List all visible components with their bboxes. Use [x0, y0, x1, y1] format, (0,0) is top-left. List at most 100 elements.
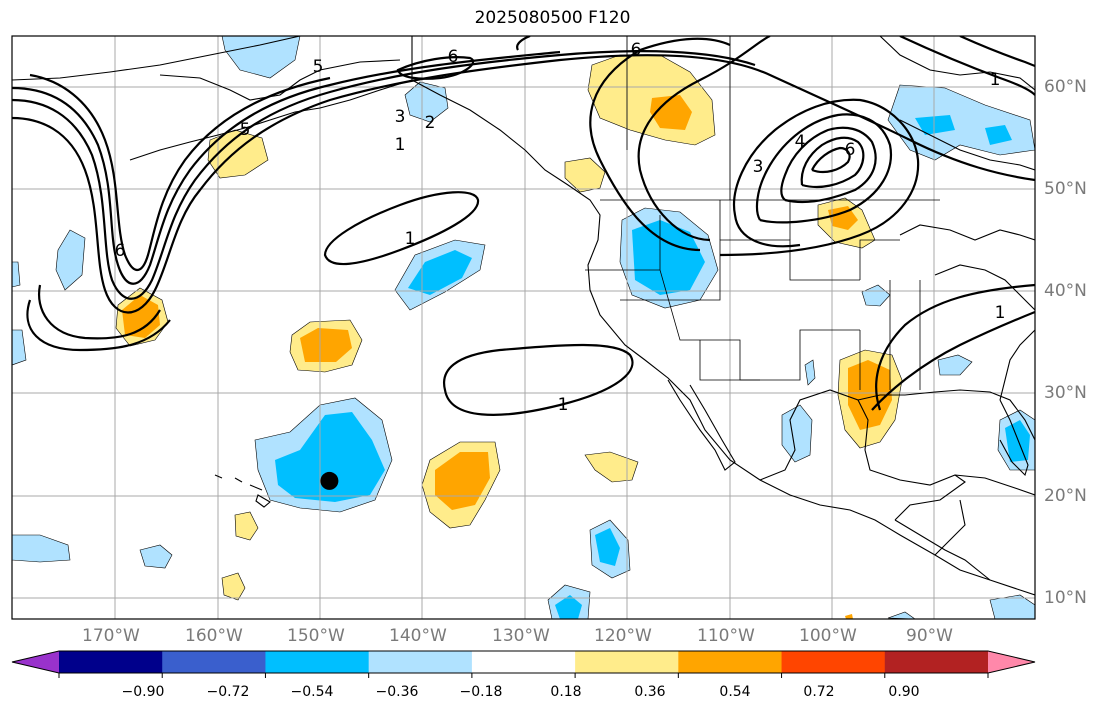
- contour-lines: [12, 36, 1035, 416]
- contour-label: 6: [631, 40, 642, 60]
- anomaly-area: [55, 229, 86, 291]
- anomaly-area: [221, 36, 301, 79]
- anomaly-area: [650, 95, 692, 130]
- anomaly-area: [804, 359, 816, 386]
- anomaly-area: [408, 250, 472, 295]
- anomaly-area: [234, 511, 259, 541]
- colorbar-segment: [678, 651, 783, 673]
- contour-label: 1: [995, 303, 1006, 323]
- lon-label: 130°W: [492, 626, 550, 646]
- contour-line: [899, 36, 1035, 96]
- contour-label: 6: [448, 47, 459, 67]
- anomaly-area: [12, 261, 21, 288]
- contour-line: [12, 50, 756, 300]
- lon-label: 170°W: [82, 626, 140, 646]
- anomaly-area: [122, 295, 160, 338]
- anomaly-area: [1005, 420, 1030, 462]
- lat-label: 20°N: [1044, 486, 1087, 506]
- map-frame: [11, 35, 1036, 620]
- anomaly-area: [887, 611, 916, 619]
- contour-line: [959, 36, 1035, 68]
- colorbar-tick-label: −0.54: [290, 684, 334, 700]
- storm-position-marker: [320, 471, 339, 490]
- colorbar-tick-label: −0.18: [459, 684, 503, 700]
- lon-label: 140°W: [389, 626, 447, 646]
- contour-label: 6: [115, 241, 126, 261]
- lat-label: 10°N: [1044, 588, 1087, 608]
- contour-label: 3: [395, 107, 406, 127]
- anomaly-area: [12, 534, 71, 563]
- lat-label: 30°N: [1044, 383, 1087, 403]
- anomaly-area: [861, 284, 891, 307]
- lat-label: 60°N: [1044, 77, 1087, 97]
- colorbar-segment: [162, 651, 266, 673]
- contour-line: [811, 146, 851, 174]
- contour-line: [38, 284, 161, 340]
- contour-label: 1: [558, 395, 569, 415]
- anomaly-area: [221, 572, 246, 601]
- colorbar-tick-label: 0.36: [634, 684, 666, 700]
- anomaly-area: [12, 329, 27, 366]
- anomaly-area: [887, 84, 1035, 161]
- anomaly-area: [555, 595, 582, 619]
- anomaly-area: [404, 81, 449, 123]
- anomaly-area: [937, 354, 973, 376]
- coastlines: [12, 36, 1035, 596]
- colorbar-extend-high: [988, 651, 1035, 673]
- contour-line: [755, 113, 893, 224]
- contour-line: [443, 343, 634, 416]
- contour-line: [589, 37, 731, 252]
- anomaly-area: [781, 404, 813, 463]
- colorbar: [11, 650, 1036, 678]
- lat-label: 40°N: [1044, 281, 1087, 301]
- colorbar-segment: [781, 651, 886, 673]
- lat-label: 50°N: [1044, 179, 1087, 199]
- lon-label: 150°W: [287, 626, 345, 646]
- lon-label: 90°W: [906, 626, 953, 646]
- colorbar-tick-label: −0.36: [375, 684, 419, 700]
- contour-line: [875, 283, 1035, 411]
- plot-title: 2025080500 F120: [474, 8, 631, 28]
- contour-label: 2: [425, 113, 436, 133]
- lon-label: 100°W: [799, 626, 857, 646]
- contour-label: 5: [313, 57, 324, 77]
- colorbar-tick-label: 0.90: [888, 684, 920, 700]
- contour-line: [637, 36, 771, 242]
- contour-line: [871, 310, 1035, 411]
- anomaly-area: [275, 412, 385, 502]
- contour-label: 5: [240, 120, 251, 140]
- lon-label: 110°W: [697, 626, 755, 646]
- colorbar-segment: [368, 651, 473, 673]
- contour-line: [719, 98, 920, 257]
- anomaly-area: [595, 528, 620, 566]
- anomaly-area: [985, 125, 1012, 145]
- contour-label: 3: [753, 157, 764, 177]
- colorbar-segment: [575, 651, 679, 673]
- colorbar-tick-label: 0.18: [550, 684, 582, 700]
- anomaly-area: [828, 206, 858, 230]
- anomaly-area: [845, 614, 853, 619]
- contour-line: [26, 299, 171, 352]
- colorbar-segment: [471, 651, 576, 673]
- anomaly-area: [915, 115, 955, 135]
- contour-label: 1: [405, 229, 416, 249]
- colorbar-segment: [884, 651, 989, 673]
- contour-line: [800, 136, 865, 189]
- contour-line: [780, 126, 877, 204]
- colorbar-tick-label: −0.90: [121, 684, 165, 700]
- contour-label: 1: [990, 70, 1001, 90]
- colorbar-tick-label: 0.54: [719, 684, 751, 700]
- contour-line: [12, 50, 561, 285]
- colorbar-segment: [59, 651, 163, 673]
- anomaly-area: [632, 220, 705, 295]
- colorbar-extend-low: [12, 651, 59, 673]
- contour-line: [12, 54, 1035, 314]
- contour-line: [29, 73, 331, 272]
- colorbar-segment: [265, 651, 370, 673]
- contour-label: 4: [795, 132, 806, 152]
- lon-label: 120°W: [594, 626, 652, 646]
- colorbar-tick-label: 0.72: [803, 684, 835, 700]
- anomaly-area: [848, 360, 892, 430]
- anomaly-area: [584, 451, 639, 483]
